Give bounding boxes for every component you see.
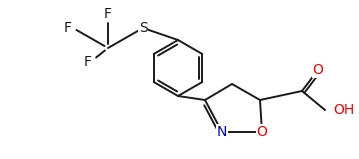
Text: O: O — [313, 63, 323, 77]
Text: OH: OH — [333, 103, 354, 117]
Text: S: S — [139, 21, 148, 35]
Text: O: O — [257, 125, 267, 139]
Text: F: F — [84, 55, 92, 69]
Text: F: F — [64, 21, 72, 35]
Text: N: N — [217, 125, 227, 139]
Text: F: F — [104, 7, 112, 21]
